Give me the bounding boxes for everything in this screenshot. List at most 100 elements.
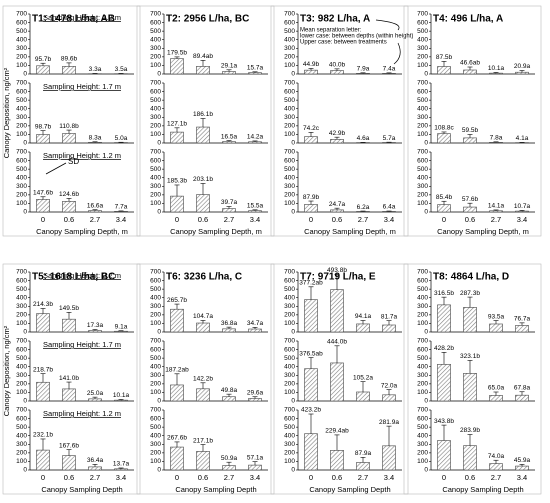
- y-tick-label: 200: [150, 192, 161, 199]
- bar: [88, 210, 102, 213]
- y-tick-label: 200: [417, 192, 428, 199]
- y-tick-label: 700: [150, 407, 161, 414]
- bar: [222, 208, 236, 213]
- x-tick-label: 0: [175, 215, 179, 224]
- y-tick-label: 600: [284, 157, 295, 164]
- bar: [62, 318, 76, 333]
- bar: [489, 395, 503, 402]
- y-tick-label: 400: [16, 294, 27, 301]
- x-axis-label: Canopy Sampling Depth, m: [304, 227, 396, 236]
- y-tick-label: 400: [284, 363, 295, 370]
- y-tick-label: 700: [16, 338, 27, 345]
- value-label: 36.4a: [87, 457, 104, 464]
- bar: [36, 381, 50, 402]
- value-label: 316.5b: [434, 290, 454, 297]
- y-tick-label: 300: [284, 441, 295, 448]
- value-label: 281.9a: [379, 419, 399, 426]
- value-label: 59.5b: [462, 127, 479, 134]
- bar: [88, 466, 102, 471]
- y-tick-label: 200: [16, 123, 27, 130]
- y-tick-label: 500: [284, 28, 295, 35]
- y-tick-label: 200: [16, 192, 27, 199]
- y-tick-label: 100: [16, 131, 27, 138]
- x-tick-label: 2.7: [90, 473, 100, 482]
- y-tick-label: 600: [417, 19, 428, 26]
- annotation: Upper case: between treatments: [300, 40, 387, 46]
- bar: [489, 210, 503, 213]
- bar: [36, 313, 50, 333]
- y-tick-label: 0: [291, 209, 295, 216]
- y-tick-label: 0: [424, 398, 428, 405]
- y-tick-label: 400: [417, 294, 428, 301]
- value-label: 343.8b: [434, 418, 454, 425]
- y-tick-label: 100: [150, 389, 161, 396]
- bar: [248, 141, 262, 144]
- chart-title: T7: 9719 L/ha, E: [300, 272, 376, 283]
- y-tick-label: 500: [417, 97, 428, 104]
- y-tick-label: 0: [424, 140, 428, 147]
- y-tick-label: 400: [284, 432, 295, 439]
- y-tick-label: 600: [284, 415, 295, 422]
- value-label: 85.4b: [436, 194, 453, 201]
- y-tick-label: 700: [417, 407, 428, 414]
- y-tick-label: 600: [417, 88, 428, 95]
- bar: [356, 462, 370, 471]
- y-tick-label: 500: [417, 286, 428, 293]
- x-axis-label: Canopy Sampling Depth, m: [437, 227, 529, 236]
- value-label: 265.7b: [167, 297, 187, 304]
- value-label: 444.0b: [327, 339, 347, 346]
- bar: [62, 455, 76, 471]
- y-tick-label: 400: [16, 36, 27, 43]
- value-label: 3.5a: [115, 66, 128, 73]
- value-label: 229.4ab: [325, 428, 349, 435]
- value-label: 44.9b: [303, 61, 320, 68]
- x-tick-label: 2.7: [491, 215, 501, 224]
- y-tick-label: 600: [284, 346, 295, 353]
- value-label: 25.0a: [87, 390, 104, 397]
- bar: [437, 363, 451, 402]
- y-tick-label: 300: [16, 372, 27, 379]
- annotation-arrow: [375, 19, 400, 31]
- value-label: 14.2a: [247, 134, 264, 141]
- x-tick-label: 0: [442, 473, 446, 482]
- value-label: 110.8b: [59, 123, 79, 130]
- annotation: SD: [68, 157, 79, 166]
- x-tick-label: 3.4: [517, 215, 527, 224]
- y-tick-label: 400: [150, 432, 161, 439]
- y-tick-label: 600: [150, 88, 161, 95]
- value-label: 45.9a: [514, 457, 531, 464]
- y-tick-label: 700: [16, 149, 27, 156]
- y-tick-label: 300: [16, 441, 27, 448]
- bar: [62, 133, 76, 144]
- y-tick-label: 100: [150, 200, 161, 207]
- value-label: 187.2ab: [165, 367, 189, 374]
- bar: [170, 58, 184, 75]
- y-tick-label: 0: [424, 209, 428, 216]
- bar: [196, 388, 210, 402]
- y-tick-label: 500: [417, 28, 428, 35]
- y-tick-label: 100: [284, 320, 295, 327]
- y-tick-label: 0: [424, 467, 428, 474]
- value-label: 10.1a: [488, 65, 505, 72]
- y-tick-label: 500: [284, 286, 295, 293]
- y-tick-label: 300: [417, 183, 428, 190]
- bar: [330, 450, 344, 471]
- y-tick-label: 0: [424, 71, 428, 78]
- y-tick-label: 0: [157, 71, 161, 78]
- y-tick-label: 400: [150, 105, 161, 112]
- y-tick-label: 200: [284, 54, 295, 61]
- bar: [330, 362, 344, 402]
- y-tick-label: 700: [16, 11, 27, 18]
- bar: [356, 211, 370, 213]
- y-tick-label: 200: [150, 381, 161, 388]
- bar: [170, 308, 184, 333]
- x-tick-label: 0: [309, 473, 313, 482]
- value-label: 98.7b: [35, 123, 52, 130]
- bar: [248, 72, 262, 75]
- chart-frame: [403, 5, 542, 237]
- x-axis-label: Canopy Sampling Depth: [175, 485, 256, 494]
- bar: [489, 323, 503, 333]
- value-label: 4.6a: [357, 135, 370, 142]
- y-tick-label: 500: [150, 28, 161, 35]
- value-label: 7.7a: [115, 204, 128, 211]
